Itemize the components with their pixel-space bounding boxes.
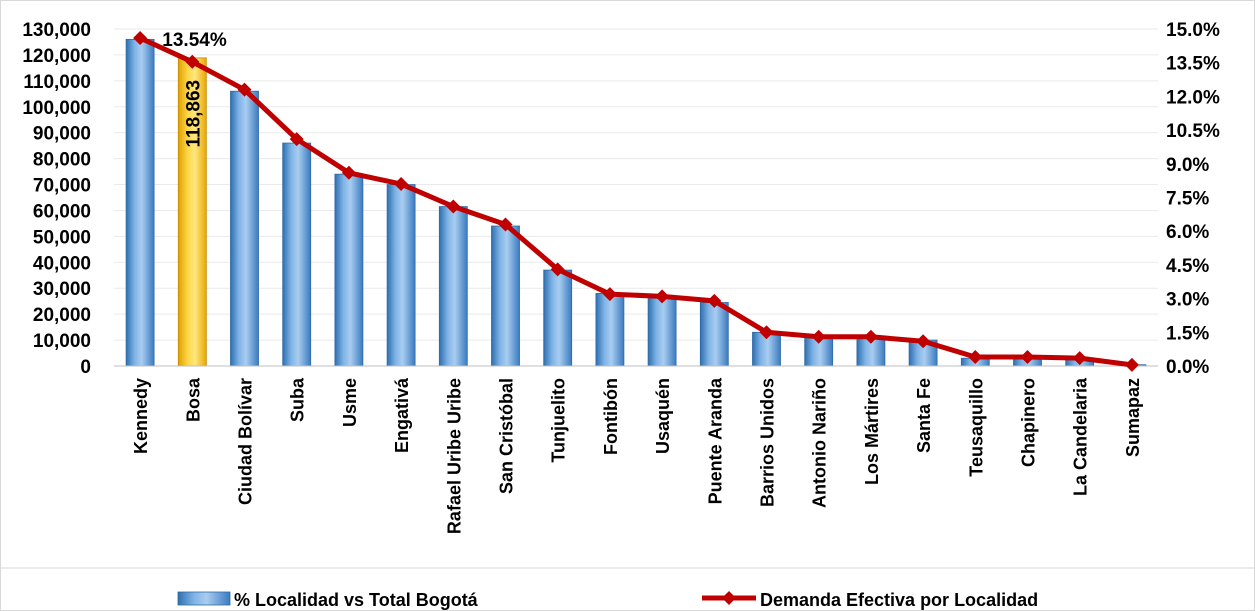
line-series bbox=[133, 30, 1139, 372]
right-axis-ticks: 0.0% 1.5% 3.0% 4.5% 6.0% 7.5% 9.0% 10.5% 12.0% 13… bbox=[1166, 20, 1220, 378]
left-tick-label: 90,000 bbox=[33, 124, 91, 145]
category-label: Barrios Unidos bbox=[758, 378, 778, 507]
category-label: Santa Fe bbox=[914, 378, 934, 453]
left-tick-label: 100,000 bbox=[22, 98, 91, 119]
data-labels: 118,863 13.54% bbox=[162, 30, 227, 148]
line-marker bbox=[968, 350, 983, 365]
left-tick-label: 30,000 bbox=[33, 279, 91, 300]
line-marker bbox=[498, 217, 513, 232]
left-tick-label: 60,000 bbox=[33, 201, 91, 222]
bar-ciudad-bol-var bbox=[230, 90, 259, 367]
left-tick-label: 10,000 bbox=[33, 331, 91, 352]
right-tick-label: 1.5% bbox=[1166, 323, 1209, 344]
left-tick-label: 130,000 bbox=[22, 20, 91, 41]
legend-line-label: Demanda Efectiva por Localidad bbox=[760, 590, 1038, 610]
category-label: Ciudad Bolívar bbox=[236, 378, 256, 505]
category-label: San Cristóbal bbox=[497, 378, 517, 494]
bar-fontib-n bbox=[595, 293, 625, 367]
legend-bar-label: % Localidad vs Total Bogotá bbox=[234, 590, 479, 610]
line-marker bbox=[1020, 350, 1035, 365]
right-tick-label: 10.5% bbox=[1166, 121, 1220, 142]
category-label: Fontibón bbox=[601, 378, 621, 455]
left-tick-label: 50,000 bbox=[33, 227, 91, 248]
bar-bosa bbox=[177, 57, 207, 367]
line-marker bbox=[446, 199, 461, 214]
right-tick-label: 4.5% bbox=[1166, 256, 1209, 277]
line-marker bbox=[1072, 351, 1087, 366]
line-marker bbox=[916, 334, 931, 349]
demand-line bbox=[139, 35, 1133, 368]
line-marker bbox=[237, 82, 252, 97]
bar-puente-aranda bbox=[699, 302, 729, 367]
line-marker bbox=[811, 329, 826, 344]
line-marker bbox=[1124, 357, 1139, 372]
legend-bar-swatch bbox=[177, 591, 231, 606]
gridlines bbox=[114, 28, 1158, 367]
right-tick-label: 0.0% bbox=[1166, 357, 1209, 378]
right-tick-label: 7.5% bbox=[1166, 189, 1209, 210]
left-tick-label: 110,000 bbox=[23, 72, 91, 93]
line-marker bbox=[133, 30, 148, 45]
category-label: Bosa bbox=[183, 377, 203, 422]
line-marker bbox=[863, 329, 878, 344]
legend: % Localidad vs Total Bogotá Demanda Efect… bbox=[177, 590, 1038, 610]
right-tick-label: 9.0% bbox=[1166, 155, 1209, 176]
category-label: Sumapaz bbox=[1123, 378, 1143, 457]
line-marker bbox=[602, 287, 617, 302]
category-label: Puente Aranda bbox=[705, 377, 725, 504]
category-labels: Kennedy Bosa Ciudad Bolívar Suba Usme Engativ… bbox=[131, 377, 1143, 534]
bar-kennedy bbox=[125, 38, 155, 367]
bar-usaqu-n bbox=[647, 295, 677, 367]
line-marker bbox=[341, 165, 356, 180]
line-marker bbox=[550, 262, 565, 277]
bar-rafael-uribe-uribe bbox=[438, 206, 468, 367]
right-tick-label: 13.5% bbox=[1166, 54, 1220, 75]
category-label: Suba bbox=[288, 377, 308, 422]
line-marker bbox=[655, 289, 670, 304]
bar-usme bbox=[334, 173, 364, 367]
right-tick-label: 3.0% bbox=[1166, 290, 1209, 311]
left-tick-label: 40,000 bbox=[33, 253, 91, 274]
right-tick-label: 12.0% bbox=[1166, 87, 1220, 108]
category-label: Rafael Uribe Uribe bbox=[444, 378, 464, 534]
category-label: Chapinero bbox=[1019, 378, 1039, 467]
category-label: Tunjuelito bbox=[549, 378, 569, 463]
line-data-label: 13.54% bbox=[162, 30, 227, 51]
bar-engativ- bbox=[386, 184, 416, 367]
bar-san-crist-bal bbox=[491, 225, 520, 367]
left-tick-label: 0 bbox=[80, 357, 91, 378]
category-label: Usaquén bbox=[653, 378, 673, 454]
left-tick-label: 20,000 bbox=[33, 305, 91, 326]
line-marker bbox=[759, 325, 774, 340]
line-marker bbox=[394, 177, 409, 192]
bar-suba bbox=[282, 142, 312, 367]
legend-line-marker bbox=[722, 591, 736, 605]
right-tick-label: 6.0% bbox=[1166, 222, 1209, 243]
category-label: Usme bbox=[340, 378, 360, 427]
right-tick-label: 15.0% bbox=[1166, 20, 1220, 41]
left-tick-label: 70,000 bbox=[33, 176, 91, 197]
category-label: Los Mártires bbox=[862, 378, 882, 485]
line-marker bbox=[707, 293, 722, 308]
left-tick-label: 120,000 bbox=[22, 46, 91, 67]
category-label: La Candelaria bbox=[1071, 377, 1091, 496]
bar-data-label: 118,863 bbox=[183, 80, 204, 148]
line-marker bbox=[289, 132, 304, 147]
category-label: Teusaquillo bbox=[966, 378, 986, 477]
bar-series bbox=[114, 38, 1158, 367]
left-tick-label: 80,000 bbox=[33, 150, 91, 171]
line-marker bbox=[185, 54, 200, 69]
category-label: Antonio Nariño bbox=[810, 378, 830, 508]
category-label: Kennedy bbox=[131, 378, 151, 454]
category-label: Engativá bbox=[392, 377, 412, 453]
bar-tunjuelito bbox=[543, 269, 573, 367]
left-axis-ticks: 0 10,000 20,000 30,000 40,000 50,000 60,000 70,… bbox=[22, 20, 91, 378]
